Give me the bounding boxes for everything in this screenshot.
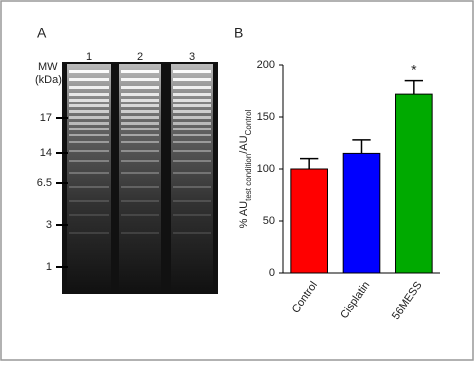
gel-band [69,141,109,143]
y-label-part: test condition [244,154,253,201]
gel-lane [67,64,111,292]
y-label-part: % AU [238,201,250,229]
bar [342,152,381,274]
y-tick-label: 0 [269,267,275,279]
gel-band [69,186,109,188]
lane-label: 2 [137,51,143,63]
lane-label: 3 [189,51,195,63]
gel-band [69,172,109,174]
gel-band [121,160,159,162]
gel-band [69,160,109,162]
gel-band [69,93,109,96]
gel-band [121,150,159,152]
mw-label: (kDa) [35,74,62,86]
gel-band [173,232,211,234]
panel-label: B [234,25,243,41]
gel-band [121,93,159,96]
gel-band [173,104,211,107]
gel-lane [119,64,161,292]
gel-band [173,93,211,96]
gel-band [173,128,211,130]
gel-band [121,141,159,143]
gel-band [69,104,109,107]
gel-band [121,86,159,89]
gel-lanes [67,64,213,292]
gel-band [69,214,109,216]
gel-band [121,116,159,119]
gel-band [173,99,211,102]
y-tick-label: 150 [257,111,275,123]
significance-mark: * [411,61,417,77]
gel-band [173,214,211,216]
gel-band [69,86,109,89]
gel-band [121,128,159,130]
gel-band [173,134,211,136]
gel-band [121,214,159,216]
gel-band [173,78,211,81]
gel-band [69,200,109,202]
gel-band [173,150,211,152]
gel-band [69,128,109,130]
gel-band [69,99,109,102]
mw-marker: 14 [40,147,52,159]
gel-band [121,186,159,188]
gel-band [173,116,211,119]
gel-band [121,172,159,174]
gel-band [69,110,109,113]
gel-band [121,104,159,107]
gel-band [121,99,159,102]
gel-band [173,70,211,73]
gel-band [173,200,211,202]
mw-marker: 6.5 [37,177,52,189]
gel-band [69,232,109,234]
bar [290,168,328,274]
gel-band [69,70,109,73]
panel-label: A [37,25,47,41]
gel-band [173,160,211,162]
gel-band [69,78,109,81]
gel-band [121,70,159,73]
gel-band [121,134,159,136]
y-label-part: Control [244,109,253,135]
gel-band [121,122,159,125]
bar [395,93,433,274]
gel-band [173,141,211,143]
mw-marker: 1 [46,261,52,273]
y-tick-label: 200 [257,59,275,71]
lane-label: 1 [86,51,92,63]
y-label-part: /AU [238,135,250,153]
mw-marker: 3 [46,219,52,231]
y-tick-label: 50 [263,215,275,227]
y-axis-label: % AUtest condition/AUControl [238,109,253,228]
gel-band [173,172,211,174]
gel-lane [171,64,213,292]
y-tick-label: 100 [257,163,275,175]
gel-band [121,78,159,81]
gel-band [69,122,109,125]
gel-band [69,134,109,136]
gel-band [173,86,211,89]
gel-band [121,200,159,202]
gel-band [69,116,109,119]
mw-marker: 17 [40,112,52,124]
gel-band [173,122,211,125]
gel-band [173,110,211,113]
gel-band [69,150,109,152]
gel-band [173,186,211,188]
gel-band [121,110,159,113]
mw-label: MW [38,61,58,73]
gel-band [121,232,159,234]
